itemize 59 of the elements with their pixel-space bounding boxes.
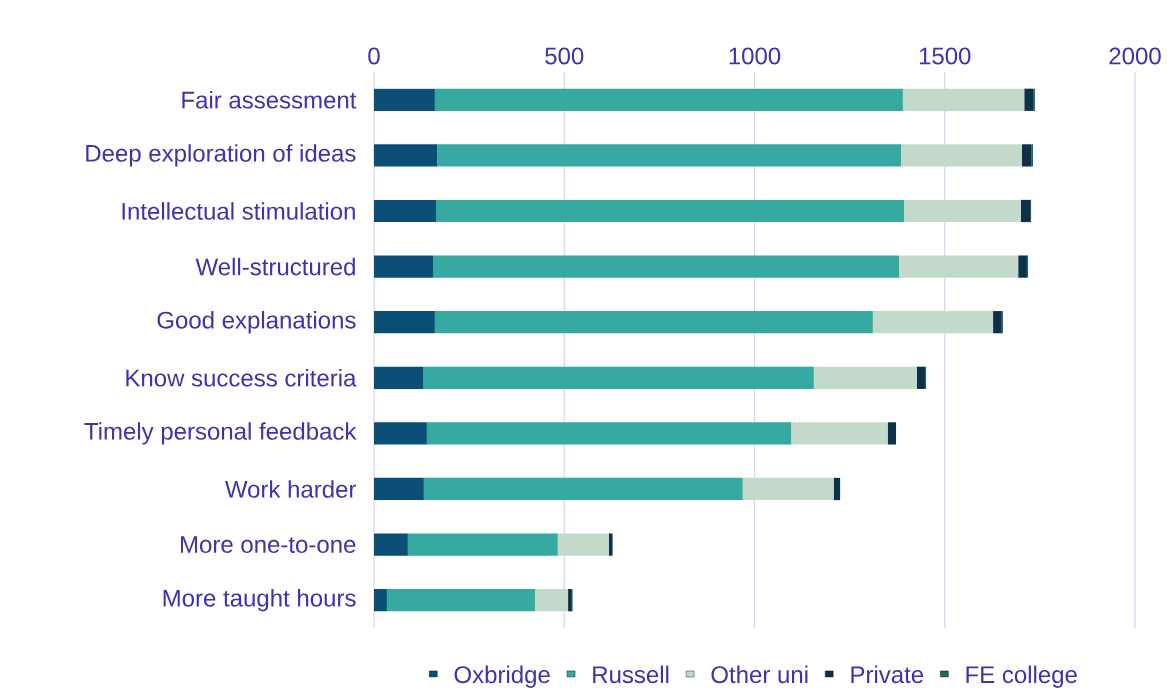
bar <box>1024 88 1034 111</box>
bar <box>608 533 613 556</box>
y-tick-label: More one-to-one <box>181 536 356 553</box>
bar <box>813 366 917 389</box>
bar <box>437 144 901 167</box>
legend-label: FE college <box>966 665 1077 688</box>
y-tick-label: Good explanations <box>157 311 356 334</box>
y-tick-label: Fair assessment <box>182 90 357 109</box>
bar <box>434 88 903 111</box>
x-tick-label: 1500 <box>919 47 971 65</box>
y-tick-label: Deep exploration of ideas <box>86 144 356 167</box>
bar <box>899 255 1019 278</box>
bar <box>534 589 569 612</box>
bar <box>434 311 873 334</box>
bar <box>904 199 1021 223</box>
bar <box>1021 144 1032 167</box>
bar <box>557 533 609 556</box>
bar <box>916 366 925 389</box>
bar <box>386 589 535 612</box>
x-tick-label: 2000 <box>1109 47 1161 65</box>
y-tick-label: Know success criteria <box>126 368 357 387</box>
bar <box>407 533 558 556</box>
bar <box>900 144 1022 167</box>
bar <box>993 311 1002 334</box>
x-tick-label: 500 <box>545 47 584 65</box>
legend-label: Russell <box>593 665 669 684</box>
x-tick-label: 1000 <box>729 47 781 65</box>
bar <box>423 366 814 389</box>
bar <box>742 477 834 501</box>
bar <box>374 533 408 556</box>
bar <box>374 366 424 389</box>
bar <box>833 477 841 501</box>
bar <box>374 255 433 278</box>
bar <box>432 255 900 278</box>
bar <box>374 589 387 612</box>
y-tick-label: Timely personal feedback <box>84 422 357 445</box>
y-tick-label: Well-structured <box>195 257 355 276</box>
bar <box>887 422 897 445</box>
bar <box>1020 199 1030 223</box>
bar <box>426 422 792 445</box>
y-tick-label: Work harder <box>224 480 357 498</box>
bar <box>374 144 438 167</box>
bar <box>374 311 435 334</box>
bar <box>423 477 743 501</box>
bar <box>436 199 905 223</box>
x-tick-label: 0 <box>368 47 380 65</box>
bar <box>374 88 435 111</box>
bar <box>791 422 888 445</box>
bar <box>374 422 427 445</box>
bar <box>1018 255 1027 278</box>
bar <box>374 199 437 223</box>
bar <box>902 88 1025 111</box>
y-tick-label: Intellectual stimulation <box>122 202 355 220</box>
legend-label: Oxbridge <box>454 665 550 688</box>
bar <box>872 311 994 334</box>
y-tick-label: More taught hours <box>163 589 356 612</box>
bar <box>374 477 424 501</box>
legend-label: Private <box>851 665 924 684</box>
legend-label: Other uni <box>711 665 808 684</box>
